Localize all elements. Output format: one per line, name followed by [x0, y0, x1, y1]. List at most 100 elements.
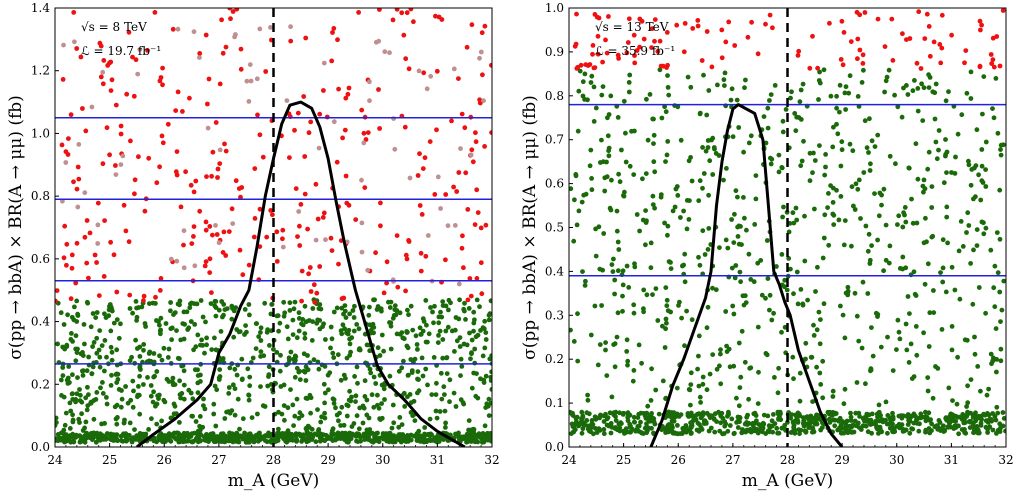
scatter-point [94, 335, 100, 341]
scatter-point [405, 394, 410, 400]
scatter-point [465, 436, 471, 441]
scatter-point [927, 75, 933, 80]
scatter-point [819, 425, 825, 430]
scatter-point [288, 387, 293, 392]
scatter-point [330, 396, 336, 402]
y-tick-label: 0.9 [545, 45, 564, 59]
scatter-point [636, 411, 642, 417]
scatter-point [927, 417, 933, 423]
scatter-point [472, 222, 478, 228]
scatter-point [399, 435, 404, 441]
scatter-point [627, 163, 633, 169]
scatter-point [80, 373, 86, 378]
scatter-point [876, 402, 882, 408]
scatter-point [791, 420, 796, 426]
scatter-point [188, 301, 193, 307]
scatter-point [338, 377, 344, 383]
scatter-point [162, 399, 168, 405]
scatter-point [839, 139, 845, 145]
scatter-point [421, 70, 427, 76]
scatter-point [356, 326, 362, 332]
scatter-point [235, 396, 241, 402]
scatter-point [701, 421, 707, 426]
scatter-point [314, 320, 320, 326]
scatter-point [663, 316, 669, 322]
scatter-point [684, 198, 690, 203]
scatter-point [572, 197, 577, 203]
scatter-point [474, 297, 480, 303]
scatter-point [212, 303, 218, 309]
scatter-point [368, 370, 374, 376]
scatter-point [993, 76, 999, 81]
scatter-point [465, 297, 471, 303]
scatter-point [637, 44, 642, 50]
scatter-point [979, 163, 985, 169]
scatter-point [822, 212, 828, 218]
y-tick-label: 0.6 [545, 177, 564, 191]
scatter-point [927, 310, 933, 316]
scatter-point [696, 333, 702, 339]
scatter-point [918, 411, 924, 417]
scatter-point [329, 248, 335, 254]
scatter-point [700, 145, 705, 150]
scatter-point [86, 275, 91, 281]
scatter-point [906, 360, 912, 365]
scatter-point [321, 60, 327, 66]
scatter-point [852, 290, 858, 296]
scatter-point [838, 303, 843, 309]
x-axis-label: m_A (GeV) [742, 471, 833, 491]
scatter-point [736, 415, 742, 420]
scatter-point [198, 298, 204, 303]
scatter-point [658, 192, 664, 198]
scatter-point [620, 282, 626, 288]
scatter-point [828, 93, 834, 99]
scatter-point [320, 215, 326, 220]
scatter-point [649, 425, 654, 431]
scatter-point [130, 404, 136, 410]
scatter-point [911, 374, 917, 379]
scatter-point [135, 394, 140, 400]
scatter-point [718, 412, 723, 417]
scatter-point [257, 132, 263, 138]
scatter-point [479, 291, 485, 297]
scatter-point [329, 336, 335, 342]
scatter-point [972, 334, 977, 340]
scatter-point [651, 132, 657, 138]
scatter-point [214, 232, 220, 237]
scatter-point [427, 139, 433, 145]
scatter-point [58, 377, 64, 383]
scatter-point [675, 423, 680, 428]
scatter-point [441, 384, 447, 390]
scatter-point [352, 374, 357, 379]
scatter-point [894, 424, 899, 429]
scatter-point [811, 333, 817, 338]
scatter-point [114, 421, 120, 427]
scatter-point [706, 88, 712, 93]
scatter-point [669, 410, 674, 415]
scatter-point [243, 439, 249, 445]
scatter-point [60, 344, 66, 350]
scatter-point [74, 186, 80, 192]
scatter-point [682, 251, 688, 257]
scatter-point [669, 414, 674, 420]
scatter-point [359, 249, 365, 255]
scatter-point [816, 97, 821, 102]
scatter-point [989, 61, 995, 66]
scatter-point [643, 425, 649, 431]
scatter-point [61, 255, 67, 261]
scatter-point [606, 14, 611, 19]
scatter-point [358, 434, 364, 440]
scatter-point [733, 188, 739, 194]
scatter-point [970, 415, 976, 420]
scatter-point [916, 428, 922, 434]
scatter-point [593, 253, 599, 259]
scatter-point [478, 49, 484, 55]
scatter-point [921, 330, 926, 336]
scatter-point [483, 330, 489, 335]
scatter-point [688, 382, 694, 387]
scatter-point [994, 34, 1000, 39]
scatter-point [217, 147, 223, 153]
scatter-point [821, 235, 827, 241]
scatter-point [408, 410, 414, 415]
scatter-point [91, 416, 97, 422]
